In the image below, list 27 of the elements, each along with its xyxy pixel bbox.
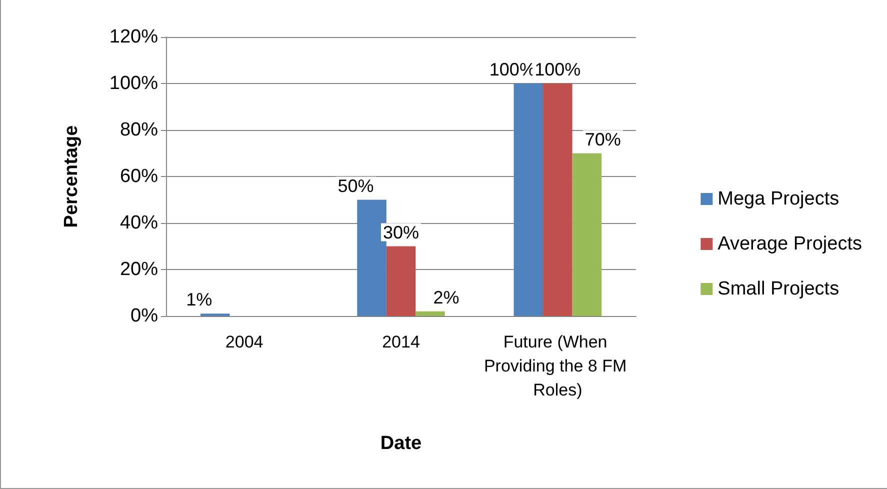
y-axis-title: Percentage — [61, 125, 82, 228]
y-tick-label: 20% — [120, 259, 158, 280]
y-tick-label: 80% — [120, 120, 158, 140]
bar — [514, 84, 544, 316]
x-tick-label: 2004 — [225, 332, 264, 352]
legend-label: Mega Projects — [718, 188, 840, 210]
y-tick-label: 40% — [120, 212, 158, 234]
bar — [543, 84, 572, 316]
y-tick-label: 60% — [120, 166, 158, 187]
y-tick-label: 120% — [109, 26, 158, 48]
legend-label: Average Projects — [718, 234, 862, 254]
data-label: 2% — [433, 287, 460, 308]
data-label: 50% — [338, 176, 374, 196]
x-axis-title: Date — [380, 433, 422, 454]
data-label: 100% — [534, 60, 581, 80]
data-label: 30% — [382, 222, 420, 242]
bar — [572, 153, 602, 316]
x-tick-label: 2014 — [382, 332, 420, 352]
legend-label: Small Projects — [718, 278, 840, 300]
data-label: 100% — [489, 60, 536, 80]
data-label: 70% — [584, 129, 621, 150]
data-label: 1% — [186, 290, 212, 310]
y-tick-label: 0% — [130, 306, 158, 326]
bar — [416, 311, 445, 316]
bar — [386, 246, 416, 316]
y-tick-label: 100% — [109, 73, 158, 94]
x-tick-label: Future (When Providing the 8 FM Roles) — [484, 332, 632, 400]
